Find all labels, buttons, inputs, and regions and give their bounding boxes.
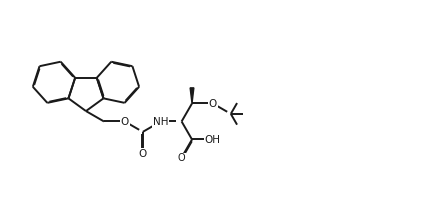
Text: O: O [209,99,217,109]
Text: O: O [139,149,147,159]
Text: O: O [178,154,185,163]
Text: NH: NH [153,118,168,128]
Text: OH: OH [205,135,221,145]
Text: O: O [121,118,129,128]
Polygon shape [190,88,194,103]
